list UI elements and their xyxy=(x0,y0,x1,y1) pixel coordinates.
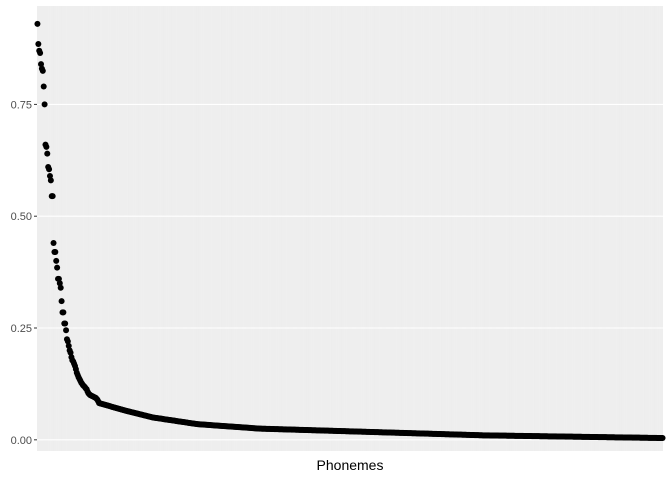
data-point xyxy=(659,435,666,442)
data-point xyxy=(44,150,51,157)
x-axis-title: Phonemes xyxy=(317,457,384,473)
data-point xyxy=(57,284,64,291)
data-point xyxy=(35,41,42,48)
data-point xyxy=(60,309,67,316)
data-point xyxy=(50,240,57,247)
data-point xyxy=(65,342,72,349)
data-point xyxy=(52,248,59,255)
data-point xyxy=(63,327,70,334)
data-point xyxy=(55,275,62,282)
data-point xyxy=(38,61,45,68)
data-point xyxy=(47,177,54,184)
y-axis-ticks: 0.00 0.25 0.50 0.75 xyxy=(11,99,37,447)
data-point xyxy=(56,280,63,287)
data-point xyxy=(34,20,41,27)
data-point xyxy=(39,67,46,74)
data-point xyxy=(64,338,71,345)
data-point xyxy=(41,101,48,108)
data-point xyxy=(43,143,50,150)
data-point xyxy=(49,193,56,200)
data-point xyxy=(37,49,44,56)
data-points xyxy=(34,20,666,442)
plot-panel xyxy=(37,6,663,451)
data-point xyxy=(58,298,65,305)
data-point xyxy=(62,320,69,327)
y-gridlines xyxy=(37,103,663,441)
x-gridlines xyxy=(37,6,663,451)
data-point xyxy=(46,166,53,173)
data-point xyxy=(40,83,47,90)
data-point xyxy=(67,349,74,356)
data-point xyxy=(46,172,53,179)
y-tick-label: 0.75 xyxy=(11,99,32,111)
data-point xyxy=(53,257,60,264)
y-tick-label: 0.50 xyxy=(11,211,32,223)
data-point xyxy=(54,264,61,271)
y-tick-label: 0.00 xyxy=(11,435,32,447)
y-tick-label: 0.25 xyxy=(11,323,32,335)
